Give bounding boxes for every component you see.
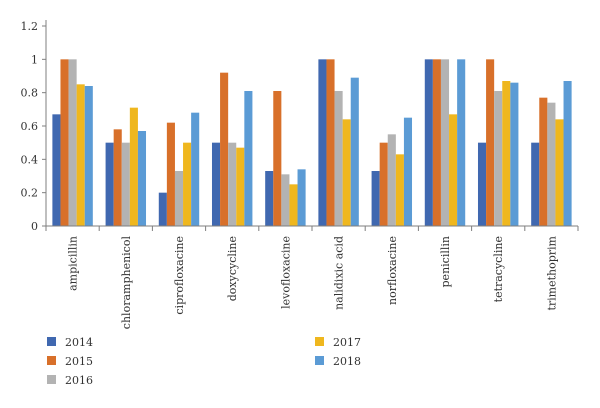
bar-2018-ciprofloxacine [191,112,200,226]
bar-2015-levofloxacine [273,91,282,226]
x-tick-label: ciprofloxacine [173,236,186,315]
bar-2017-levofloxacine [289,184,298,226]
bar-2018-norfloxacine [403,117,413,226]
bar-2015-doxycycline [220,72,229,227]
y-tick-label: 0.6 [21,120,39,133]
x-tick-label: penicillin [439,236,452,287]
bar-2014-ciprofloxacine [158,192,167,226]
bar-2018-penicillin [457,59,466,227]
legend: 2014 2015 2016 2017 2018 [47,336,361,387]
bar-2015-ampicillin [60,59,69,227]
bar-2016-ampicillin [68,59,77,227]
axis-layer: 0 0.2 0.4 0.6 0.8 1 1.2 ampicillin chloramphenic… [21,20,579,329]
legend-swatch-2016 [47,375,56,384]
bar-2015-chloramphenicol [113,129,122,226]
bar-2016-doxycycline [228,142,237,226]
bar-2017-doxycycline [236,147,245,226]
bar-2016-chloramphenicol [121,142,130,226]
legend-swatch-2015 [47,356,56,365]
bar-2018-levofloxacine [297,169,306,226]
bars-layer [52,59,572,227]
legend-label-2015: 2015 [65,355,93,368]
bar-2016-ciprofloxacine [174,171,184,226]
bar-2014-levofloxacine [265,171,274,226]
bar-2017-ciprofloxacine [183,142,192,226]
legend-label-2018: 2018 [333,355,361,368]
bar-2017-tetracycline [502,81,511,226]
bar-2015-penicillin [432,59,441,227]
y-tick-label: 0.4 [21,153,39,166]
bar-2014-doxycycline [211,142,221,226]
bar-2014-penicillin [424,59,433,227]
bar-2014-chloramphenicol [105,142,114,226]
bar-2018-trimethoprim [563,81,572,226]
bar-2017-ampicillin [76,84,85,226]
bar-2014-trimethoprim [531,142,540,226]
legend-swatch-2018 [315,356,324,365]
bar-2015-norfloxacine [379,142,388,226]
legend-label-2014: 2014 [65,336,93,349]
legend-label-2017: 2017 [333,336,361,349]
bar-2018-nalidixic-acid [350,77,359,227]
bar-2015-ciprofloxacine [166,122,175,226]
x-tick-label: chloramphenicol [120,236,133,330]
bar-2017-trimethoprim [555,119,564,226]
bar-2014-norfloxacine [371,171,380,226]
x-tick-label: levofloxacine [279,236,292,309]
bar-2018-doxycycline [244,91,253,226]
y-tick-label: 1 [31,53,38,66]
y-tick-label: 1.2 [21,20,39,33]
legend-label-2016: 2016 [65,374,93,387]
bar-2018-tetracycline [510,82,519,227]
bar-2015-trimethoprim [539,97,548,227]
bar-2015-nalidixic-acid [326,59,335,227]
bar-2018-ampicillin [84,86,93,226]
x-tick-label: doxycycline [226,236,239,301]
bar-2018-chloramphenicol [137,131,147,226]
bar-2014-nalidixic-acid [318,59,327,227]
bar-2016-nalidixic-acid [334,91,343,226]
bar-2016-norfloxacine [387,134,396,226]
y-tick-label: 0.8 [21,87,39,100]
x-tick-label: norfloxacine [386,236,399,305]
x-tick-label: trimethoprim [545,235,558,310]
bar-2017-chloramphenicol [129,107,138,226]
bar-2017-nalidixic-acid [342,119,351,226]
x-tick-label: ampicillin [67,236,80,291]
y-tick-label: 0 [31,220,38,233]
bar-2016-levofloxacine [281,174,290,226]
bar-2016-tetracycline [494,91,503,226]
x-tick-label: nalidixic acid [333,236,346,310]
y-tick-label: 0.2 [21,187,39,200]
bar-2016-trimethoprim [547,102,556,226]
x-tick-label: tetracycline [492,236,505,302]
bar-2017-norfloxacine [395,154,404,226]
bar-2017-penicillin [449,114,458,226]
bar-2014-tetracycline [477,142,487,226]
legend-swatch-2014 [47,337,56,346]
bar-2014-ampicillin [52,114,61,226]
bar-2015-tetracycline [486,59,495,227]
bar-2016-penicillin [440,59,450,227]
legend-swatch-2017 [315,337,324,346]
